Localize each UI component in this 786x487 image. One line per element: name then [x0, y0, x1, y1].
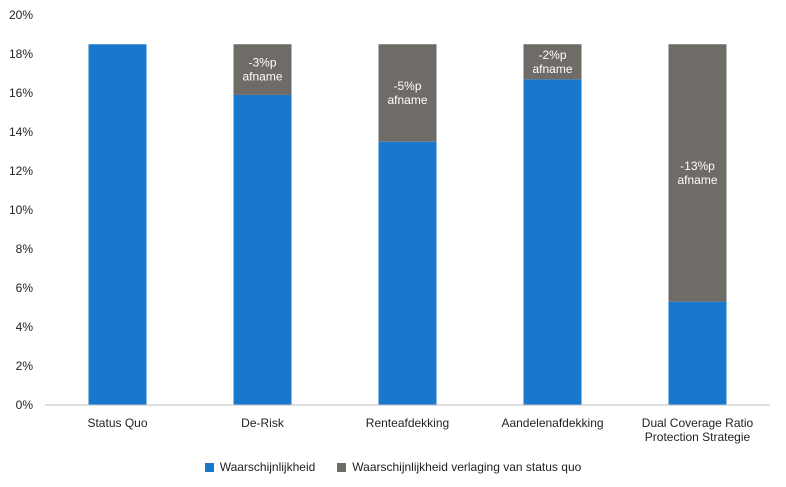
x-category-label: Renteafdekking — [366, 416, 449, 430]
bar-waarschijnlijkheid — [378, 141, 437, 405]
x-category-label: De-Risk — [241, 416, 285, 430]
y-tick-label: 14% — [9, 125, 33, 139]
y-tick-label: 8% — [16, 242, 34, 256]
x-category-label: Aandelenafdekking — [501, 416, 603, 430]
y-tick-label: 6% — [16, 281, 34, 295]
bar-data-label: -5%p afname — [387, 79, 427, 107]
legend-label: Waarschijnlijkheid verlaging van status … — [352, 460, 582, 474]
x-category-label: Status Quo — [87, 416, 147, 430]
x-axis: Status Quo De-Risk Renteafdekking Aandelena… — [45, 404, 770, 444]
bar-verlaging — [378, 44, 437, 142]
y-tick-label: 2% — [16, 359, 34, 373]
legend-label: Waarschijnlijkheid — [219, 460, 316, 474]
bar-verlaging — [523, 44, 582, 80]
bar-verlaging — [668, 44, 727, 302]
bar-waarschijnlijkheid — [233, 94, 292, 405]
y-axis: 0% 2% 4% 6% 8% 10% 12% 14% 16% 18% 20% — [9, 8, 33, 412]
bar-verlaging — [233, 44, 292, 95]
legend-swatch-gray — [337, 462, 347, 472]
bar-data-label: -3%p afname — [242, 56, 282, 84]
y-tick-label: 10% — [9, 203, 33, 217]
bar-data-label: -2%p afname — [532, 48, 572, 76]
x-category-label: Dual Coverage Ratio Protection Strategie — [642, 416, 754, 444]
bar-waarschijnlijkheid — [523, 79, 582, 405]
bar-waarschijnlijkheid — [88, 44, 147, 405]
y-tick-label: 4% — [16, 320, 34, 334]
legend-item-verlaging: Waarschijnlijkheid verlaging van status … — [337, 460, 581, 474]
legend-swatch-blue — [204, 462, 214, 472]
bar-waarschijnlijkheid — [668, 301, 727, 405]
y-tick-label: 20% — [9, 8, 33, 22]
y-tick-label: 18% — [9, 47, 33, 61]
bars: -3%p afname -5%p afname -2%p afname -13%p afnam… — [88, 44, 727, 405]
legend-item-waarschijnlijkheid: Waarschijnlijkheid — [204, 460, 316, 474]
bar-data-label: -13%p afname — [677, 159, 717, 187]
y-tick-label: 12% — [9, 164, 33, 178]
y-tick-label: 0% — [16, 398, 34, 412]
legend: Waarschijnlijkheid Waarschijnlijkheid ve… — [0, 458, 786, 476]
y-tick-label: 16% — [9, 86, 33, 100]
